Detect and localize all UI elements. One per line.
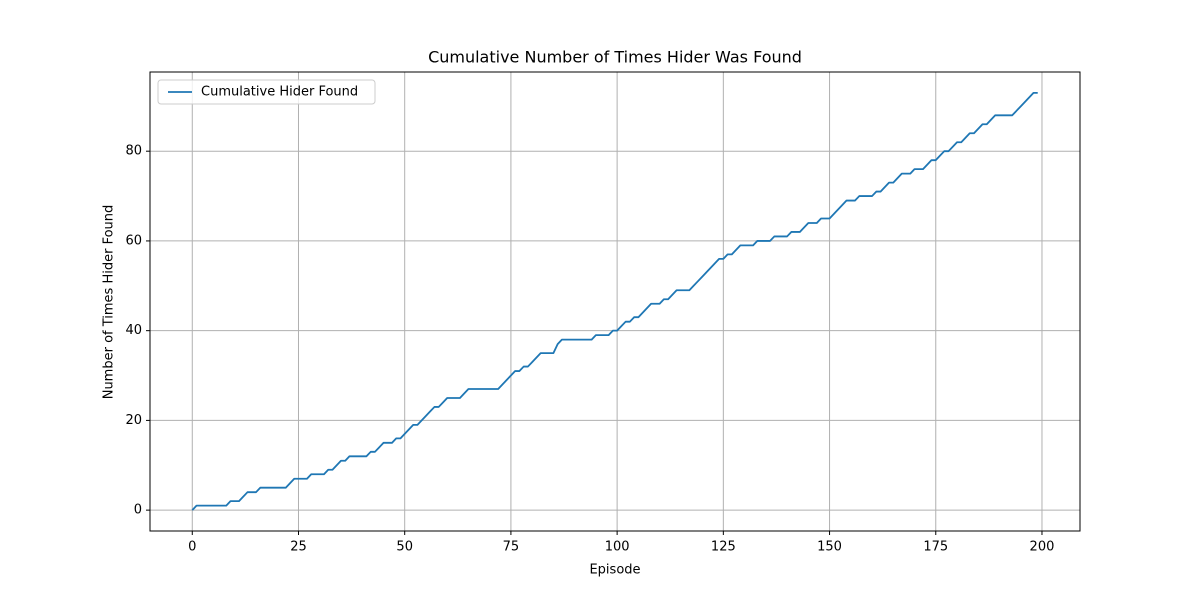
x-tick-label: 25 xyxy=(290,540,307,555)
plot-frame xyxy=(149,71,1081,532)
data-line xyxy=(191,91,1038,511)
chart-title: Cumulative Number of Times Hider Was Fou… xyxy=(428,48,802,67)
x-tick-label: 200 xyxy=(1030,540,1055,555)
x-tick-label: 175 xyxy=(923,540,948,555)
y-tick-label: 80 xyxy=(125,144,142,159)
y-axis-label: Number of Times Hider Found xyxy=(102,205,117,400)
legend-box xyxy=(157,79,376,105)
x-tick-label: 100 xyxy=(605,540,630,555)
y-tick-label: 60 xyxy=(125,233,142,248)
x-tick-label: 50 xyxy=(396,540,413,555)
legend-label: Cumulative Hider Found xyxy=(201,85,358,100)
x-tick-label: 0 xyxy=(188,540,196,555)
x-axis-label: Episode xyxy=(589,563,640,578)
y-tick-label: 0 xyxy=(134,503,142,518)
x-tick-label: 75 xyxy=(503,540,520,555)
x-tick-label: 125 xyxy=(711,540,736,555)
y-tick-label: 40 xyxy=(125,323,142,338)
x-tick-label: 150 xyxy=(817,540,842,555)
y-tick-label: 20 xyxy=(125,413,142,428)
